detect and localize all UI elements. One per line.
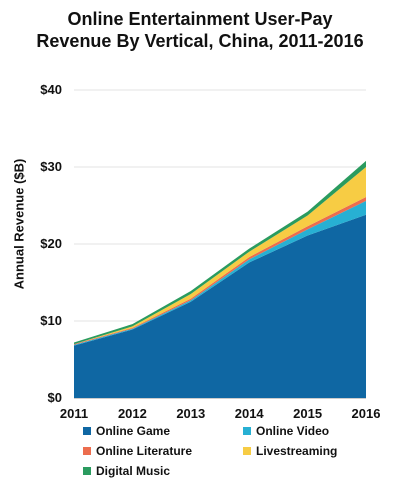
chart-title-line-1: Online Entertainment User-Pay [67, 9, 333, 29]
legend-swatch [243, 447, 251, 455]
legend-swatch [83, 427, 91, 435]
legend-item-digital-music: Digital Music [83, 464, 170, 478]
axis-ticks: $0 $10 $20 $30 $40 2011 2012 2013 2014 2015 2016 [40, 82, 380, 421]
x-tick-label: 2011 [60, 406, 88, 421]
chart-title: Online Entertainment User-Pay Revenue By… [0, 8, 400, 52]
legend-swatch [243, 427, 251, 435]
legend-swatch [83, 447, 91, 455]
legend-label: Digital Music [96, 464, 171, 478]
legend-swatch [83, 467, 91, 475]
y-tick-label: $0 [48, 390, 62, 405]
area-online-video [74, 200, 366, 346]
y-tick-label: $10 [40, 313, 62, 328]
legend-label: Livestreaming [256, 444, 338, 458]
x-tick-label: 2013 [176, 406, 205, 421]
legend-label: Online Literature [96, 444, 193, 458]
x-tick-label: 2015 [293, 406, 322, 421]
legend-item-livestreaming: Livestreaming [243, 444, 337, 458]
legend-item-online-literature: Online Literature [83, 444, 192, 458]
stacked-areas [74, 160, 366, 398]
legend-item-online-game: Online Game [83, 424, 170, 438]
x-tick-label: 2016 [352, 406, 381, 421]
x-tick-label: 2014 [235, 406, 265, 421]
area-online-literature [74, 197, 366, 345]
area-online-game [74, 214, 366, 398]
chart-title-line-2: Revenue By Vertical, China, 2011-2016 [36, 31, 364, 51]
legend-item-online-video: Online Video [243, 424, 329, 438]
y-tick-label: $30 [40, 159, 62, 174]
legend-label: Online Video [256, 424, 330, 438]
y-tick-label: $20 [40, 236, 62, 251]
legend-label: Online Game [96, 424, 171, 438]
y-tick-label: $40 [40, 82, 62, 97]
x-tick-label: 2012 [118, 406, 147, 421]
